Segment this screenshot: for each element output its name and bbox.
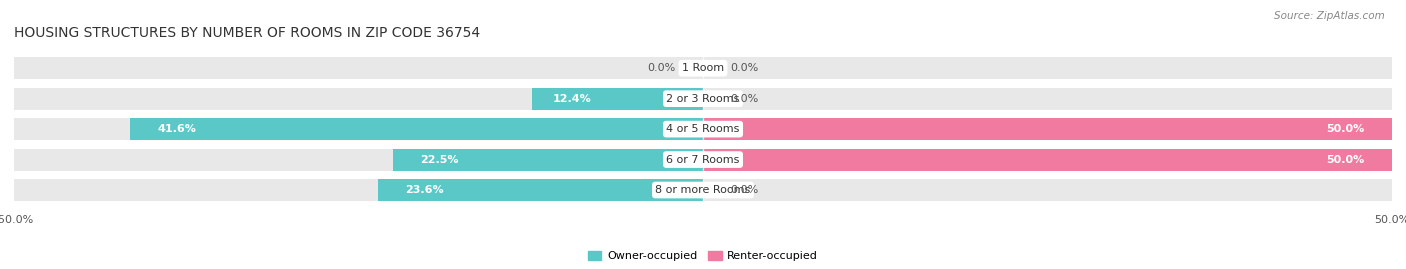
Bar — [14, 148, 1392, 171]
Bar — [14, 179, 1392, 201]
Text: 41.6%: 41.6% — [157, 124, 197, 134]
Bar — [392, 148, 703, 171]
Bar — [129, 118, 703, 140]
Bar — [531, 88, 703, 110]
Bar — [703, 148, 1392, 171]
Text: 6 or 7 Rooms: 6 or 7 Rooms — [666, 155, 740, 165]
Bar — [14, 57, 1392, 79]
Text: 12.4%: 12.4% — [553, 94, 592, 104]
Text: Source: ZipAtlas.com: Source: ZipAtlas.com — [1274, 11, 1385, 21]
Bar — [14, 118, 1392, 140]
Bar — [378, 179, 703, 201]
Text: 0.0%: 0.0% — [731, 94, 759, 104]
Text: 0.0%: 0.0% — [647, 63, 675, 73]
Bar — [14, 88, 1392, 110]
Text: HOUSING STRUCTURES BY NUMBER OF ROOMS IN ZIP CODE 36754: HOUSING STRUCTURES BY NUMBER OF ROOMS IN… — [14, 26, 481, 40]
Bar — [703, 118, 1392, 140]
Text: 1 Room: 1 Room — [682, 63, 724, 73]
Text: 22.5%: 22.5% — [420, 155, 458, 165]
Legend: Owner-occupied, Renter-occupied: Owner-occupied, Renter-occupied — [583, 246, 823, 266]
Text: 50.0%: 50.0% — [1326, 124, 1364, 134]
Text: 0.0%: 0.0% — [731, 185, 759, 195]
Text: 8 or more Rooms: 8 or more Rooms — [655, 185, 751, 195]
Text: 0.0%: 0.0% — [731, 63, 759, 73]
Text: 23.6%: 23.6% — [405, 185, 444, 195]
Text: 2 or 3 Rooms: 2 or 3 Rooms — [666, 94, 740, 104]
Text: 50.0%: 50.0% — [1326, 155, 1364, 165]
Text: 4 or 5 Rooms: 4 or 5 Rooms — [666, 124, 740, 134]
